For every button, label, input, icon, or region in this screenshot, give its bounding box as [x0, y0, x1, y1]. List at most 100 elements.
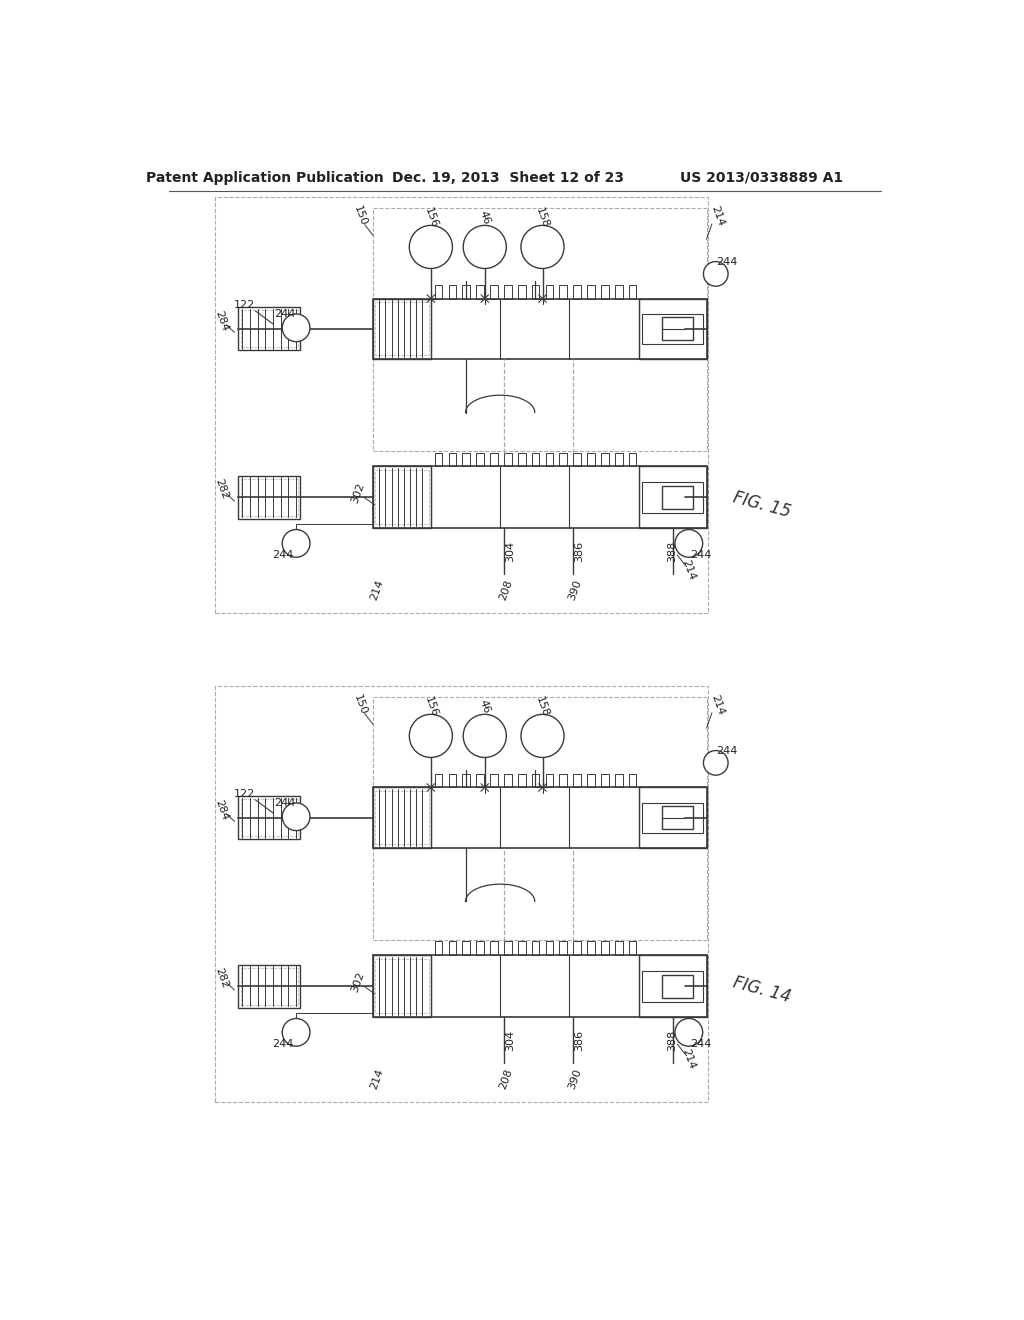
Bar [490, 453, 498, 466]
Text: 158: 158 [535, 206, 551, 230]
Bar [376, 960, 429, 1014]
Circle shape [283, 803, 310, 830]
Bar [449, 941, 457, 956]
Text: 302: 302 [349, 970, 366, 994]
Text: 244: 244 [273, 797, 295, 808]
Circle shape [463, 714, 506, 758]
Text: 208: 208 [498, 578, 514, 602]
Bar [241, 310, 298, 347]
Bar [642, 803, 703, 833]
Bar [601, 941, 608, 956]
Bar [601, 285, 608, 298]
Text: 214: 214 [681, 558, 697, 582]
Circle shape [283, 314, 310, 342]
Text: 244: 244 [272, 1039, 294, 1049]
Bar [587, 941, 595, 956]
Text: 46: 46 [477, 698, 492, 715]
Circle shape [410, 226, 453, 268]
Text: 214: 214 [369, 578, 385, 602]
Bar [373, 209, 707, 451]
Text: 282: 282 [213, 966, 229, 990]
Bar [504, 453, 512, 466]
Bar [587, 453, 595, 466]
Bar [573, 774, 581, 788]
Text: 244: 244 [273, 309, 295, 319]
Bar [241, 968, 298, 1005]
Bar [490, 941, 498, 956]
Text: 388: 388 [668, 540, 678, 562]
Text: 282: 282 [213, 478, 229, 502]
Bar [531, 453, 540, 466]
Bar [373, 466, 431, 528]
Bar [531, 941, 540, 956]
Text: 214: 214 [709, 693, 726, 717]
Bar [642, 482, 703, 512]
Bar [629, 453, 637, 466]
Bar [629, 285, 637, 298]
Circle shape [283, 1019, 310, 1047]
Circle shape [675, 529, 702, 557]
Bar [215, 197, 708, 612]
Bar [504, 774, 512, 788]
Text: 304: 304 [505, 1030, 515, 1051]
Bar [376, 302, 429, 355]
Bar [559, 453, 567, 466]
Bar [373, 298, 707, 359]
Bar [639, 788, 707, 847]
Bar [435, 774, 442, 788]
Bar [601, 774, 608, 788]
Bar [518, 285, 525, 298]
Bar [373, 788, 431, 847]
Bar [449, 774, 457, 788]
Text: FIG. 14: FIG. 14 [731, 974, 793, 1006]
Bar [373, 697, 707, 940]
Text: 284: 284 [213, 799, 229, 821]
Text: 214: 214 [369, 1067, 385, 1090]
Text: 284: 284 [213, 309, 229, 333]
Text: US 2013/0338889 A1: US 2013/0338889 A1 [680, 170, 844, 185]
Bar [614, 285, 623, 298]
Bar [662, 486, 692, 508]
Bar [463, 453, 470, 466]
Bar [241, 479, 298, 516]
Text: 244: 244 [690, 550, 711, 560]
Text: 304: 304 [505, 540, 515, 562]
Bar [614, 453, 623, 466]
Bar [662, 807, 692, 829]
Text: 244: 244 [717, 746, 738, 756]
Bar [559, 941, 567, 956]
Bar [449, 285, 457, 298]
Bar [239, 308, 300, 350]
Bar [239, 796, 300, 840]
Bar [642, 970, 703, 1002]
Bar [587, 774, 595, 788]
Text: 214: 214 [681, 1048, 697, 1071]
Text: 150: 150 [351, 205, 369, 228]
Text: 156: 156 [423, 206, 439, 230]
Bar [463, 285, 470, 298]
Bar [239, 965, 300, 1007]
Text: 302: 302 [349, 482, 366, 506]
Bar [587, 285, 595, 298]
Bar [490, 774, 498, 788]
Bar [504, 285, 512, 298]
Bar [490, 285, 498, 298]
Bar [241, 799, 298, 836]
Bar [629, 774, 637, 788]
Bar [476, 453, 484, 466]
Text: 386: 386 [574, 540, 585, 562]
Text: 122: 122 [233, 788, 255, 799]
Text: 214: 214 [709, 205, 726, 228]
Text: 158: 158 [535, 696, 551, 718]
Bar [518, 774, 525, 788]
Bar [642, 314, 703, 345]
Bar [373, 466, 707, 528]
Bar [373, 788, 707, 847]
Bar [463, 774, 470, 788]
Bar [373, 298, 431, 359]
Bar [629, 941, 637, 956]
Circle shape [283, 529, 310, 557]
Bar [476, 774, 484, 788]
Text: 244: 244 [272, 550, 294, 560]
Circle shape [521, 226, 564, 268]
